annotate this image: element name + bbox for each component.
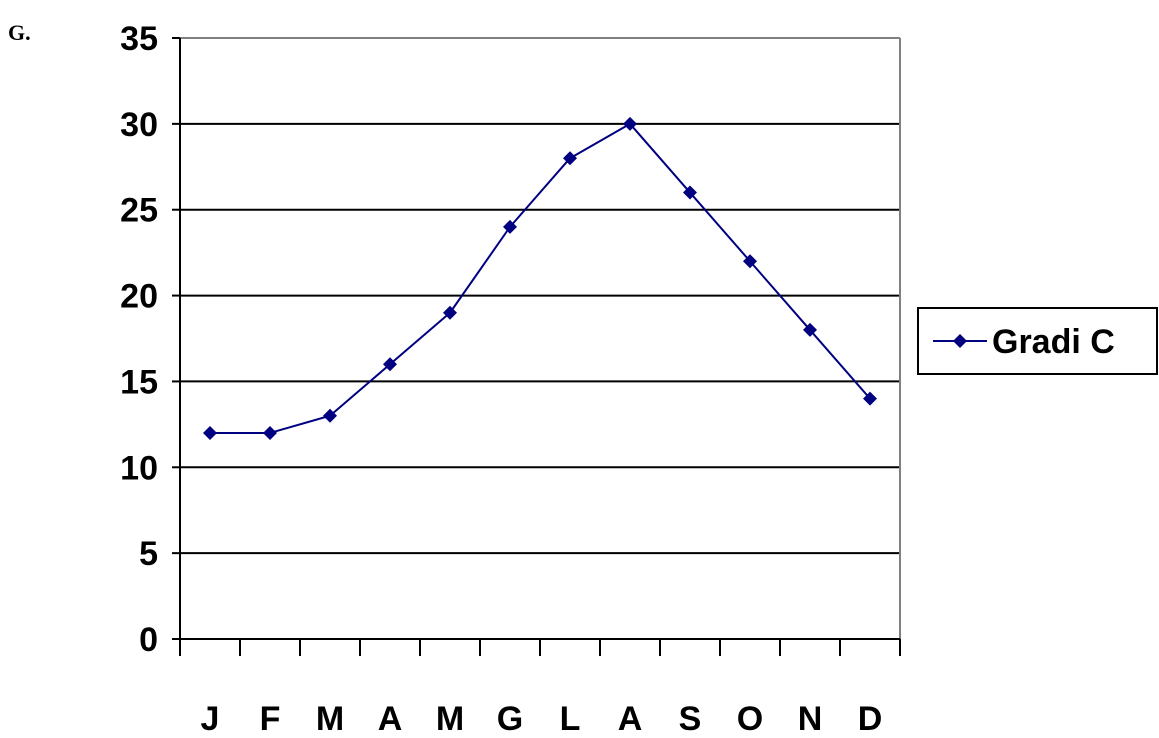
y-tick-label: 20: [120, 278, 158, 316]
data-point-marker: [503, 219, 517, 234]
data-point-marker: [743, 254, 757, 269]
x-tick-label: A: [618, 700, 643, 738]
panel-label: G.: [8, 20, 31, 45]
y-tick-label: 10: [120, 449, 158, 487]
data-point-marker: [203, 425, 217, 440]
legend: Gradi C: [917, 307, 1158, 375]
legend-label: Gradi C: [992, 323, 1115, 361]
y-tick-label: 5: [139, 535, 158, 573]
data-point-marker: [623, 116, 637, 131]
y-tick-label: 15: [120, 363, 158, 401]
x-tick-label: D: [858, 700, 883, 738]
axes: [179, 37, 901, 640]
legend-marker-icon: [953, 334, 967, 348]
series-line: [210, 122, 871, 434]
x-tick-label: J: [201, 700, 220, 738]
data-point-marker: [383, 357, 397, 372]
gridlines: [180, 122, 900, 555]
x-tick-label: F: [260, 700, 281, 738]
y-tick-label: 0: [139, 621, 158, 659]
x-tick-label: O: [737, 700, 763, 738]
y-tick-label: 30: [120, 106, 158, 144]
x-tick-label: S: [679, 700, 702, 738]
y-axis-ticks: 0 5 10 15 20 25 30 35: [120, 20, 180, 659]
x-tick-label: N: [798, 700, 823, 738]
x-tick-label: A: [378, 700, 403, 738]
y-tick-label: 35: [120, 20, 158, 58]
y-tick-label: 25: [120, 192, 158, 230]
series-gradi-c: [203, 116, 877, 440]
data-point-marker: [863, 391, 877, 406]
x-tick-label: G: [497, 700, 523, 738]
data-point-marker: [443, 305, 457, 320]
data-point-marker: [683, 185, 697, 200]
data-point-marker: [563, 151, 577, 166]
data-point-marker: [803, 322, 817, 337]
x-tick-label: L: [560, 700, 581, 738]
x-tick-label: M: [316, 700, 344, 738]
data-point-marker: [323, 408, 337, 423]
x-tick-label: M: [436, 700, 464, 738]
data-point-marker: [263, 425, 277, 440]
